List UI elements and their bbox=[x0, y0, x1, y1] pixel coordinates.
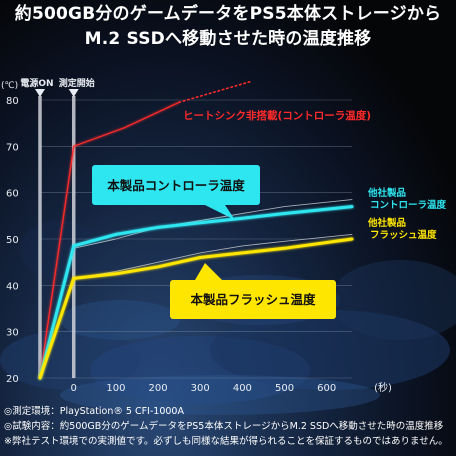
x-tick-label: 400 bbox=[233, 383, 252, 394]
event-markers: 電源ON 測定開始 bbox=[20, 77, 95, 378]
series-line bbox=[39, 101, 180, 379]
footnote-3: ※弊社テスト環境での実測値です。必ずしも同様な結果が得られることを保証するもので… bbox=[4, 436, 448, 447]
y-tick-label: 70 bbox=[6, 142, 19, 153]
x-tick-labels: 0 100 200 300 400 500 600 (秒) bbox=[71, 381, 392, 394]
marker-label: 電源ON bbox=[20, 77, 53, 89]
series-line bbox=[38, 205, 354, 380]
callout-label-controller: 本製品コントローラ温度 bbox=[107, 178, 245, 193]
footnote-2: ◎試験内容：約500GB分のゲームデータをPS5本体ストレージからM.2 SSD… bbox=[4, 421, 444, 432]
callout-label-flash: 本製品フラッシュ温度 bbox=[190, 292, 316, 307]
y-tick-label: 40 bbox=[6, 281, 19, 292]
x-tick-label: 200 bbox=[149, 383, 168, 394]
smoke-blob bbox=[60, 375, 380, 415]
smoke-blob bbox=[20, 220, 100, 280]
label-no-heatsink: ヒートシンク非搭載(コントローラ温度) bbox=[183, 109, 371, 122]
y-tick-label: 80 bbox=[6, 96, 19, 107]
label-other-controller-2: コントローラ温度 bbox=[370, 199, 447, 211]
smoke-blob bbox=[330, 260, 456, 340]
y-tick-label: 20 bbox=[6, 374, 19, 385]
marker-label: 測定開始 bbox=[59, 77, 95, 89]
label-other-flash-2: フラッシュ温度 bbox=[370, 229, 437, 241]
smoke-blob bbox=[210, 310, 450, 390]
y-tick-label: 50 bbox=[6, 235, 19, 246]
y-unit-label: (℃) bbox=[1, 81, 18, 91]
y-tick-label: 30 bbox=[6, 328, 19, 339]
y-tick-labels: 20 30 40 50 60 70 80 (℃) bbox=[1, 81, 19, 385]
label-other-flash-1: 他社製品 bbox=[367, 217, 406, 229]
x-tick-label: 300 bbox=[191, 383, 210, 394]
y-tick-label: 60 bbox=[6, 189, 19, 200]
marker-arrow-icon bbox=[68, 89, 79, 97]
x-tick-label: 100 bbox=[106, 383, 125, 394]
x-tick-label: 0 bbox=[71, 383, 77, 394]
x-unit-label: (秒) bbox=[374, 381, 392, 394]
callout-pointer bbox=[205, 205, 235, 220]
series-line-projection bbox=[178, 80, 252, 104]
callout-pointer bbox=[195, 263, 222, 280]
smoke-blob bbox=[60, 300, 180, 340]
label-other-controller-1: 他社製品 bbox=[367, 187, 406, 199]
callout-box-controller bbox=[92, 165, 260, 205]
footnote-1: ◎測定環境：PlayStation® 5 CFI-1000A bbox=[4, 406, 184, 417]
chart-title-line-2: M.2 SSDへ移動させた時の温度推移 bbox=[84, 29, 372, 49]
x-tick-label: 600 bbox=[317, 383, 336, 394]
chart-title-line-1: 約500GB分のゲームデータをPS5本体ストレージから bbox=[14, 4, 442, 24]
callout-box-flash bbox=[170, 280, 336, 319]
series-labels: ヒートシンク非搭載(コントローラ温度)他社製品コントローラ温度他社製品フラッシュ… bbox=[183, 109, 447, 241]
series-lines bbox=[38, 80, 354, 380]
x-tick-label: 500 bbox=[275, 383, 294, 394]
series-line bbox=[38, 237, 354, 380]
marker-arrow-icon bbox=[35, 89, 45, 97]
